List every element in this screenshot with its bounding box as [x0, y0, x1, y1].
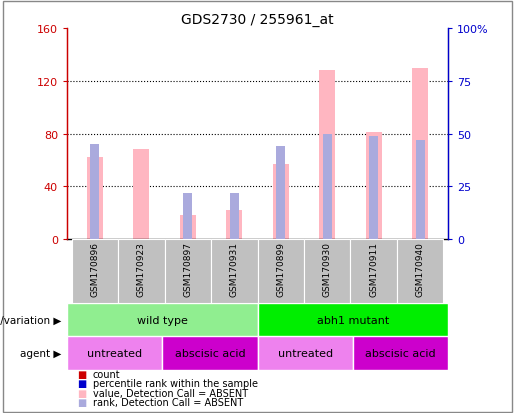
- Bar: [211, 240, 258, 304]
- Text: GSM170896: GSM170896: [90, 242, 99, 297]
- Bar: [412, 69, 428, 240]
- Text: GSM170897: GSM170897: [183, 242, 192, 297]
- Text: genotype/variation ▶: genotype/variation ▶: [0, 315, 62, 325]
- Bar: [72, 240, 118, 304]
- Bar: [304, 240, 350, 304]
- Bar: [90, 145, 99, 240]
- Bar: [323, 134, 332, 240]
- Text: untreated: untreated: [278, 348, 333, 358]
- Text: ■: ■: [77, 388, 87, 398]
- Bar: [258, 304, 448, 337]
- Bar: [366, 133, 382, 240]
- Text: ■: ■: [77, 378, 87, 388]
- Text: GSM170931: GSM170931: [230, 242, 239, 297]
- Bar: [133, 150, 149, 240]
- Bar: [350, 240, 397, 304]
- Bar: [369, 136, 378, 240]
- Bar: [230, 193, 239, 240]
- Text: count: count: [93, 369, 121, 379]
- Bar: [162, 337, 258, 370]
- Bar: [67, 337, 162, 370]
- Text: wild type: wild type: [137, 315, 187, 325]
- Text: GSM170899: GSM170899: [276, 242, 285, 297]
- Text: abscisic acid: abscisic acid: [365, 348, 436, 358]
- Bar: [180, 216, 196, 240]
- Text: GSM170911: GSM170911: [369, 242, 378, 297]
- Bar: [87, 158, 103, 240]
- Bar: [165, 240, 211, 304]
- Text: ■: ■: [77, 369, 87, 379]
- Text: ■: ■: [77, 397, 87, 407]
- Bar: [183, 193, 192, 240]
- Bar: [67, 304, 258, 337]
- Bar: [258, 240, 304, 304]
- Bar: [276, 147, 285, 240]
- Text: GSM170940: GSM170940: [416, 242, 425, 296]
- Text: abscisic acid: abscisic acid: [175, 348, 245, 358]
- Bar: [272, 164, 289, 240]
- Bar: [353, 337, 448, 370]
- Text: percentile rank within the sample: percentile rank within the sample: [93, 378, 258, 388]
- Bar: [258, 337, 353, 370]
- Text: untreated: untreated: [87, 348, 142, 358]
- Text: GSM170930: GSM170930: [323, 242, 332, 297]
- Title: GDS2730 / 255961_at: GDS2730 / 255961_at: [181, 12, 334, 26]
- Bar: [397, 240, 443, 304]
- Text: GSM170923: GSM170923: [137, 242, 146, 296]
- Bar: [226, 211, 243, 240]
- Bar: [416, 140, 425, 240]
- Bar: [118, 240, 165, 304]
- Text: rank, Detection Call = ABSENT: rank, Detection Call = ABSENT: [93, 397, 243, 407]
- Bar: [319, 71, 335, 240]
- Text: value, Detection Call = ABSENT: value, Detection Call = ABSENT: [93, 388, 248, 398]
- Text: abh1 mutant: abh1 mutant: [317, 315, 389, 325]
- Text: agent ▶: agent ▶: [21, 348, 62, 358]
